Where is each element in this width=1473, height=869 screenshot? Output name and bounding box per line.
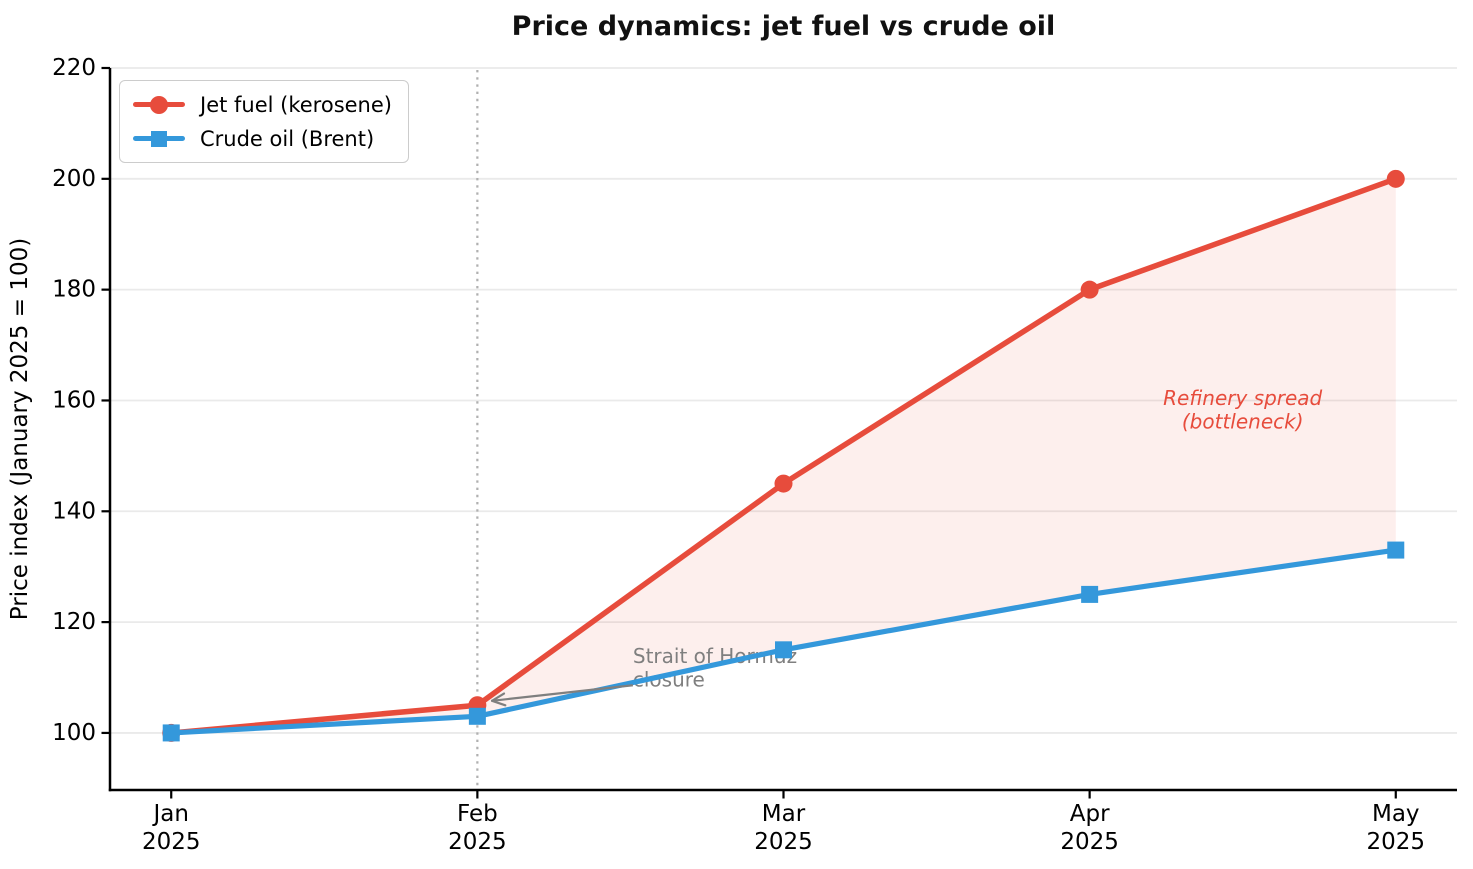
x-axis-tick-label-Feb-month: Feb bbox=[457, 801, 498, 827]
y-axis-tick-label-120: 120 bbox=[52, 609, 96, 635]
y-axis-tick-label-200: 200 bbox=[52, 166, 96, 192]
crude-oil-marker-Apr bbox=[1081, 585, 1099, 603]
legend-item-jet-fuel: Jet fuel (kerosene) bbox=[133, 90, 392, 119]
legend-sample-square-icon bbox=[151, 130, 167, 147]
legend-sample-circle-icon bbox=[150, 95, 168, 114]
legend-label: Crude oil (Brent) bbox=[200, 126, 375, 151]
x-axis-tick-label-May-month: May bbox=[1372, 801, 1420, 827]
x-axis-tick-label-Jan-month: Jan bbox=[151, 801, 188, 827]
crude-oil-marker-Mar bbox=[775, 641, 792, 659]
y-axis-tick-label-140: 140 bbox=[52, 498, 96, 524]
crude-oil-marker-May bbox=[1387, 541, 1405, 559]
legend-item-crude-oil: Crude oil (Brent) bbox=[133, 124, 392, 153]
jet-fuel-marker-Apr bbox=[1080, 280, 1099, 299]
annotation-refinery-spread-line2: (bottleneck) bbox=[1182, 409, 1304, 433]
y-axis-tick-label-220: 220 bbox=[52, 55, 96, 81]
x-axis-tick-label-Mar-month: Mar bbox=[762, 801, 806, 827]
annotation-arrowhead-barb2 bbox=[490, 692, 506, 702]
annotation-arrowhead-barb1 bbox=[490, 699, 507, 707]
y-axis-tick-label-100: 100 bbox=[52, 720, 96, 746]
legend: Jet fuel (kerosene) Crude oil (Brent) bbox=[119, 80, 409, 163]
x-axis-tick-label-Mar-year: 2025 bbox=[754, 829, 813, 855]
annotation-refinery-spread-line1: Refinery spread bbox=[1163, 386, 1322, 410]
jet-fuel-marker-May bbox=[1386, 169, 1405, 188]
circle-marker-swatch bbox=[133, 94, 185, 116]
y-axis-tick-label-180: 180 bbox=[52, 277, 96, 303]
annotation-arrow-hormuz bbox=[491, 684, 634, 702]
y-axis-label: Price index (January 2025 = 100) bbox=[7, 238, 33, 620]
x-axis-tick-label-Apr-year: 2025 bbox=[1060, 829, 1119, 855]
x-axis-tick-label-May-year: 2025 bbox=[1366, 829, 1425, 855]
x-axis-tick-label-Feb-year: 2025 bbox=[448, 829, 507, 855]
x-axis-tick-label-Jan-year: 2025 bbox=[142, 829, 201, 855]
crude-oil-marker-Feb bbox=[468, 707, 486, 725]
legend-label: Jet fuel (kerosene) bbox=[200, 92, 392, 117]
square-marker-swatch bbox=[133, 128, 185, 150]
y-axis-tick-label-160: 160 bbox=[52, 387, 96, 413]
jet-fuel-marker-Mar bbox=[774, 474, 793, 493]
crude-oil-marker-Jan bbox=[162, 724, 180, 742]
x-axis-tick-label-Apr-month: Apr bbox=[1070, 801, 1110, 827]
chart-title: Price dynamics: jet fuel vs crude oil bbox=[511, 11, 1056, 42]
